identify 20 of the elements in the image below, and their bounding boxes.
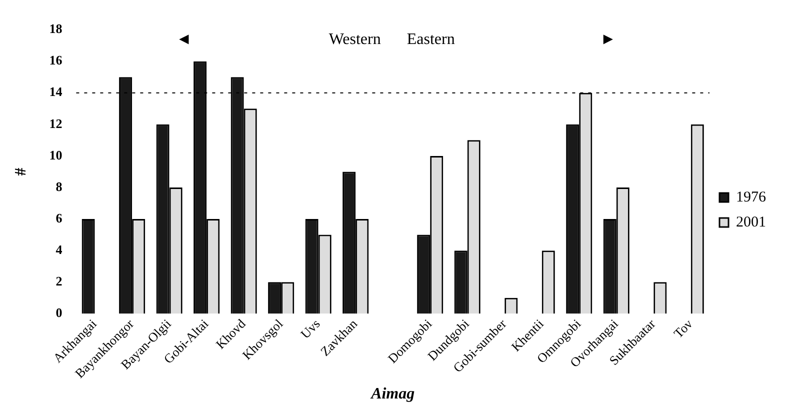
y-tick-label: 10 <box>49 147 62 162</box>
x-tick-label: Uvs <box>297 316 323 342</box>
x-axis-title: Aimag <box>370 386 415 403</box>
y-tick-label: 16 <box>49 52 63 68</box>
y-tick-label: 4 <box>56 242 63 257</box>
legend-label: 1976 <box>736 189 766 206</box>
y-tick-label: 8 <box>56 178 63 194</box>
y-tick-label: 14 <box>49 84 63 100</box>
legend-label: 2001 <box>736 214 766 230</box>
annotation: ◄ <box>176 31 192 48</box>
y-tick-label: 18 <box>49 21 63 36</box>
y-axis-title: # <box>12 168 30 176</box>
y-tick-label: 6 <box>56 210 63 226</box>
x-tick-label: Tov <box>670 316 696 341</box>
y-tick-label: 0 <box>56 305 62 320</box>
annotation: Western <box>328 31 381 48</box>
y-tick-label: 2 <box>56 273 62 288</box>
annotation: ► <box>600 31 616 48</box>
annotation: Eastern <box>406 31 455 48</box>
y-tick-label: 12 <box>49 116 62 131</box>
